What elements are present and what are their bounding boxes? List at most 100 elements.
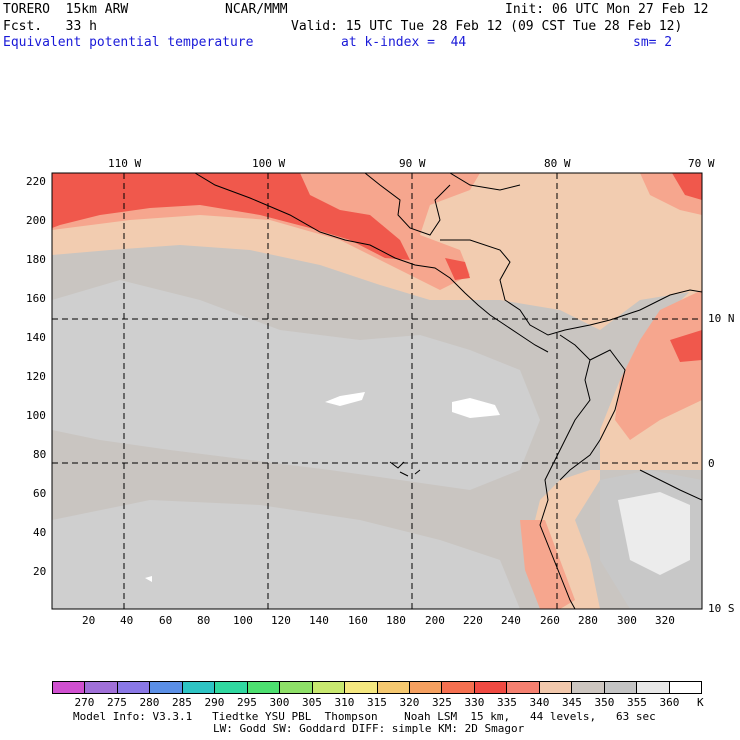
coastline-cuba	[449, 173, 521, 191]
field-white-speck-1	[452, 398, 500, 418]
grid-x-label: 80	[197, 614, 211, 627]
colorbar-tick-label: 315	[367, 696, 387, 709]
grid-y-label: 120	[26, 370, 46, 383]
coastlines	[194, 173, 702, 609]
colorbar-swatch	[572, 682, 605, 693]
colorbar-tick-label: 340	[529, 696, 550, 709]
field-hot-coast	[520, 520, 575, 609]
field-white-speck-3	[145, 576, 152, 582]
colorbar-tick-label: 335	[497, 696, 517, 709]
field-hottest-east	[670, 330, 702, 362]
lat-label-10n: 10 N	[708, 312, 735, 325]
colorbar-swatch	[442, 682, 475, 693]
grid-x-label: 140	[309, 614, 329, 627]
colorbar-tick-label: 355	[627, 696, 647, 709]
colorbar-swatch	[604, 682, 638, 693]
grid-y-label: 100	[26, 409, 46, 422]
forecast-hour: Fcst. 33 h	[3, 19, 97, 34]
colorbar-swatch	[215, 682, 248, 693]
colorbar-swatch	[539, 682, 573, 693]
grid-x-label: 20	[82, 614, 96, 627]
grid-x-label: 260	[540, 614, 560, 627]
lat-lon-grid	[52, 173, 702, 609]
lon-label-90w: 90 W	[399, 157, 426, 170]
grid-x-label: 300	[617, 614, 637, 627]
coastline-galapagos	[389, 461, 421, 477]
grid-y-label: 20	[33, 565, 47, 578]
grid-y-label: 180	[26, 253, 46, 266]
colorbar-tick-label: 275	[107, 696, 127, 709]
field-white-speck-2	[325, 392, 365, 406]
physics-info-line: LW: Godd SW: Goddard DIFF: simple KM: 2D…	[213, 722, 525, 735]
valid-time: Valid: 15 UTC Tue 28 Feb 12 (09 CST Tue …	[291, 19, 683, 34]
model-info-line: Model Info: V3.3.1 Tiedtke YSU PBL Thomp…	[73, 710, 656, 723]
colorbar-swatch	[507, 682, 540, 693]
grid-x-label: 200	[425, 614, 445, 627]
colorbar-swatch	[669, 682, 702, 693]
colorbar-swatch	[312, 682, 346, 693]
grid-x-label: 40	[120, 614, 134, 627]
grid-y-label: 140	[26, 331, 46, 344]
field-hot-east	[615, 290, 702, 440]
colorbar-tick-label: 280	[139, 696, 160, 709]
grid-x-label: 180	[386, 614, 406, 627]
field-hottest-nw	[52, 173, 410, 260]
colorbar-unit: K	[697, 696, 704, 709]
lon-label-100w: 100 W	[252, 157, 286, 170]
colorbar-tick-label: 310	[334, 696, 355, 709]
grid-x-label: 60	[159, 614, 173, 627]
field-hottest-gulf	[445, 258, 470, 280]
grid-y-label: 40	[33, 526, 47, 539]
grid-y-label: 220	[26, 175, 46, 188]
coastline-caribbean	[440, 239, 702, 336]
init-time: Init: 06 UTC Mon 27 Feb 12	[505, 2, 709, 17]
field-cool-region-south	[52, 500, 520, 609]
colorbar-tick-label: 305	[302, 696, 322, 709]
grid-x-label: 320	[655, 614, 675, 627]
colorbar-swatch	[280, 682, 313, 693]
colorbar-tick-label: 270	[74, 696, 95, 709]
organization: NCAR/MMM	[225, 2, 288, 17]
field-cool-region	[52, 280, 540, 490]
coastline-mexico	[194, 173, 549, 353]
grid-y-label: 80	[33, 448, 47, 461]
coastline-sa-interior	[639, 469, 702, 501]
grid-y-label: 200	[26, 214, 46, 227]
colorbar-tick-label: 290	[204, 696, 225, 709]
colorbar-swatch	[409, 682, 443, 693]
colorbar-tick-label: 325	[432, 696, 452, 709]
colorbar-swatch	[474, 682, 508, 693]
smoothing: sm= 2	[633, 35, 673, 50]
lat-label-0: 0	[708, 457, 715, 470]
map-frame	[51, 172, 703, 610]
grid-x-label: 240	[501, 614, 521, 627]
colorbar-swatch	[247, 682, 281, 693]
grid-y-label: 160	[26, 292, 46, 305]
map-field	[52, 173, 702, 609]
lon-label-80w: 80 W	[544, 157, 571, 170]
model-name: TORERO 15km ARW	[3, 2, 129, 17]
colorbar-tick-label: 345	[562, 696, 582, 709]
lon-label-70w: 70 W	[688, 157, 715, 170]
grid-x-label: 160	[348, 614, 368, 627]
colorbar-swatch	[53, 682, 86, 693]
colorbar	[52, 681, 702, 694]
colorbar-swatch	[150, 682, 183, 693]
coastline-yucatan	[364, 173, 451, 236]
colorbar-tick-label: 320	[399, 696, 420, 709]
colorbar-swatch	[85, 682, 118, 693]
colorbar-swatch	[377, 682, 410, 693]
grid-x-label: 280	[578, 614, 598, 627]
colorbar-tick-label: 295	[237, 696, 257, 709]
grid-x-label: 220	[463, 614, 483, 627]
colorbar-tick-label: 360	[659, 696, 680, 709]
colorbar-tick-label: 285	[172, 696, 192, 709]
colorbar-swatch	[182, 682, 216, 693]
colorbar-swatch	[117, 682, 151, 693]
colorbar-swatch	[637, 682, 670, 693]
grid-y-label: 60	[33, 487, 47, 500]
field-hottest-ne	[672, 173, 702, 200]
level-index: at k-index = 44	[341, 35, 467, 50]
